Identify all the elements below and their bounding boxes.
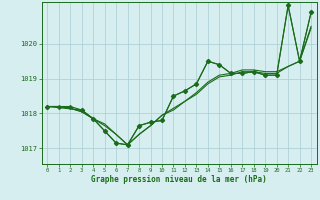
X-axis label: Graphe pression niveau de la mer (hPa): Graphe pression niveau de la mer (hPa)	[91, 175, 267, 184]
